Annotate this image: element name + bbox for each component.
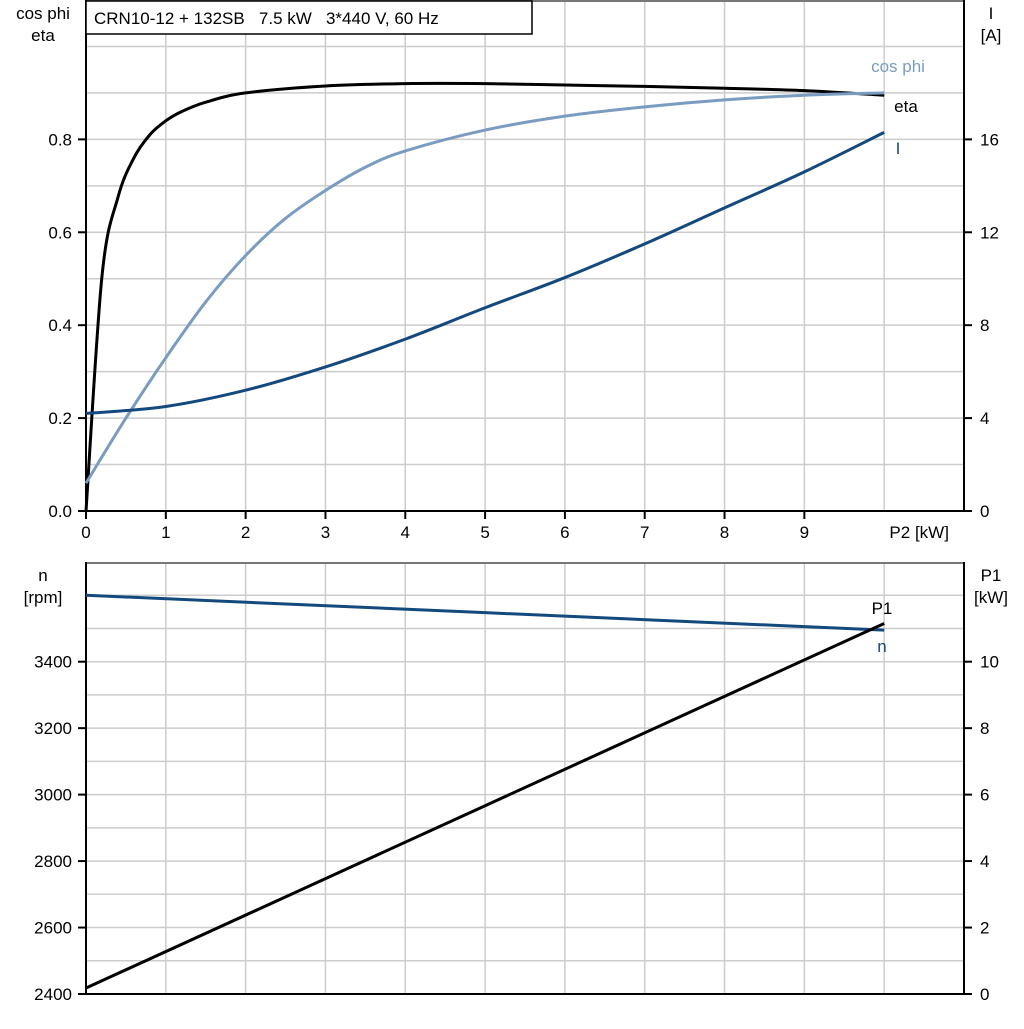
- y-tick-label-right: 8: [980, 719, 989, 738]
- series-line-n: [85, 593, 885, 632]
- series-line-eta: [84, 81, 885, 512]
- y-axis-label-right: [kW]: [974, 588, 1008, 607]
- x-tick-label: 1: [161, 523, 170, 542]
- y-axis-label-right: I: [989, 4, 994, 23]
- y-tick-label-right: 6: [980, 786, 989, 805]
- y-tick-label-left: 2800: [34, 852, 72, 871]
- y-tick-label-right: 16: [980, 130, 999, 149]
- y-tick-label-right: 10: [980, 653, 999, 672]
- y-tick-label-right: 8: [980, 316, 989, 335]
- y-tick-label-right: 2: [980, 919, 989, 938]
- y-tick-label-left: 0.8: [48, 130, 72, 149]
- y-tick-label-left: 2400: [34, 985, 72, 1004]
- y-tick-label-right: 0: [980, 502, 989, 521]
- x-tick-label: 6: [560, 523, 569, 542]
- y-tick-label-right: 0: [980, 985, 989, 1004]
- series-label-P1: P1: [872, 599, 893, 618]
- x-axis-label: P2 [kW]: [889, 523, 949, 542]
- title-box: [85, 0, 533, 35]
- y-axis-label-right: [A]: [981, 26, 1002, 45]
- series-line-P1: [85, 622, 885, 990]
- y-axis-label-left: n: [38, 566, 47, 585]
- y-tick-label-left: 3400: [34, 653, 72, 672]
- x-tick-label: 4: [401, 523, 410, 542]
- y-tick-label-left: 0.6: [48, 223, 72, 242]
- x-tick-label: 7: [640, 523, 649, 542]
- y-tick-label-left: 2600: [34, 919, 72, 938]
- x-tick-label: 0: [81, 523, 90, 542]
- x-tick-label: 9: [800, 523, 809, 542]
- series-label-cos-phi: cos phi: [871, 57, 925, 76]
- series-line-I: [85, 131, 885, 415]
- y-tick-label-left: 3200: [34, 719, 72, 738]
- y-axis-label-left: eta: [31, 26, 55, 45]
- series-label-n: n: [877, 637, 886, 656]
- y-axis-label-left: [rpm]: [24, 588, 63, 607]
- x-tick-label: 3: [321, 523, 330, 542]
- x-tick-label: 2: [241, 523, 250, 542]
- y-tick-label-right: 12: [980, 223, 999, 242]
- y-tick-label-left: 3000: [34, 786, 72, 805]
- y-axis-label-left: cos phi: [16, 4, 70, 23]
- y-tick-label-right: 4: [980, 409, 989, 428]
- y-tick-label-right: 4: [980, 852, 989, 871]
- series-label-eta: eta: [894, 97, 918, 116]
- chart-title: CRN10-12 + 132SB 7.5 kW 3*440 V, 60 Hz: [94, 9, 439, 28]
- x-tick-label: 8: [720, 523, 729, 542]
- series-line-cos-phi: [84, 91, 885, 484]
- x-tick-label: 5: [480, 523, 489, 542]
- y-tick-label-left: 0.2: [48, 409, 72, 428]
- y-axis-label-right: P1: [981, 566, 1002, 585]
- y-tick-label-left: 0.4: [48, 316, 72, 335]
- y-tick-label-left: 0.0: [48, 502, 72, 521]
- series-label-I: I: [896, 139, 901, 158]
